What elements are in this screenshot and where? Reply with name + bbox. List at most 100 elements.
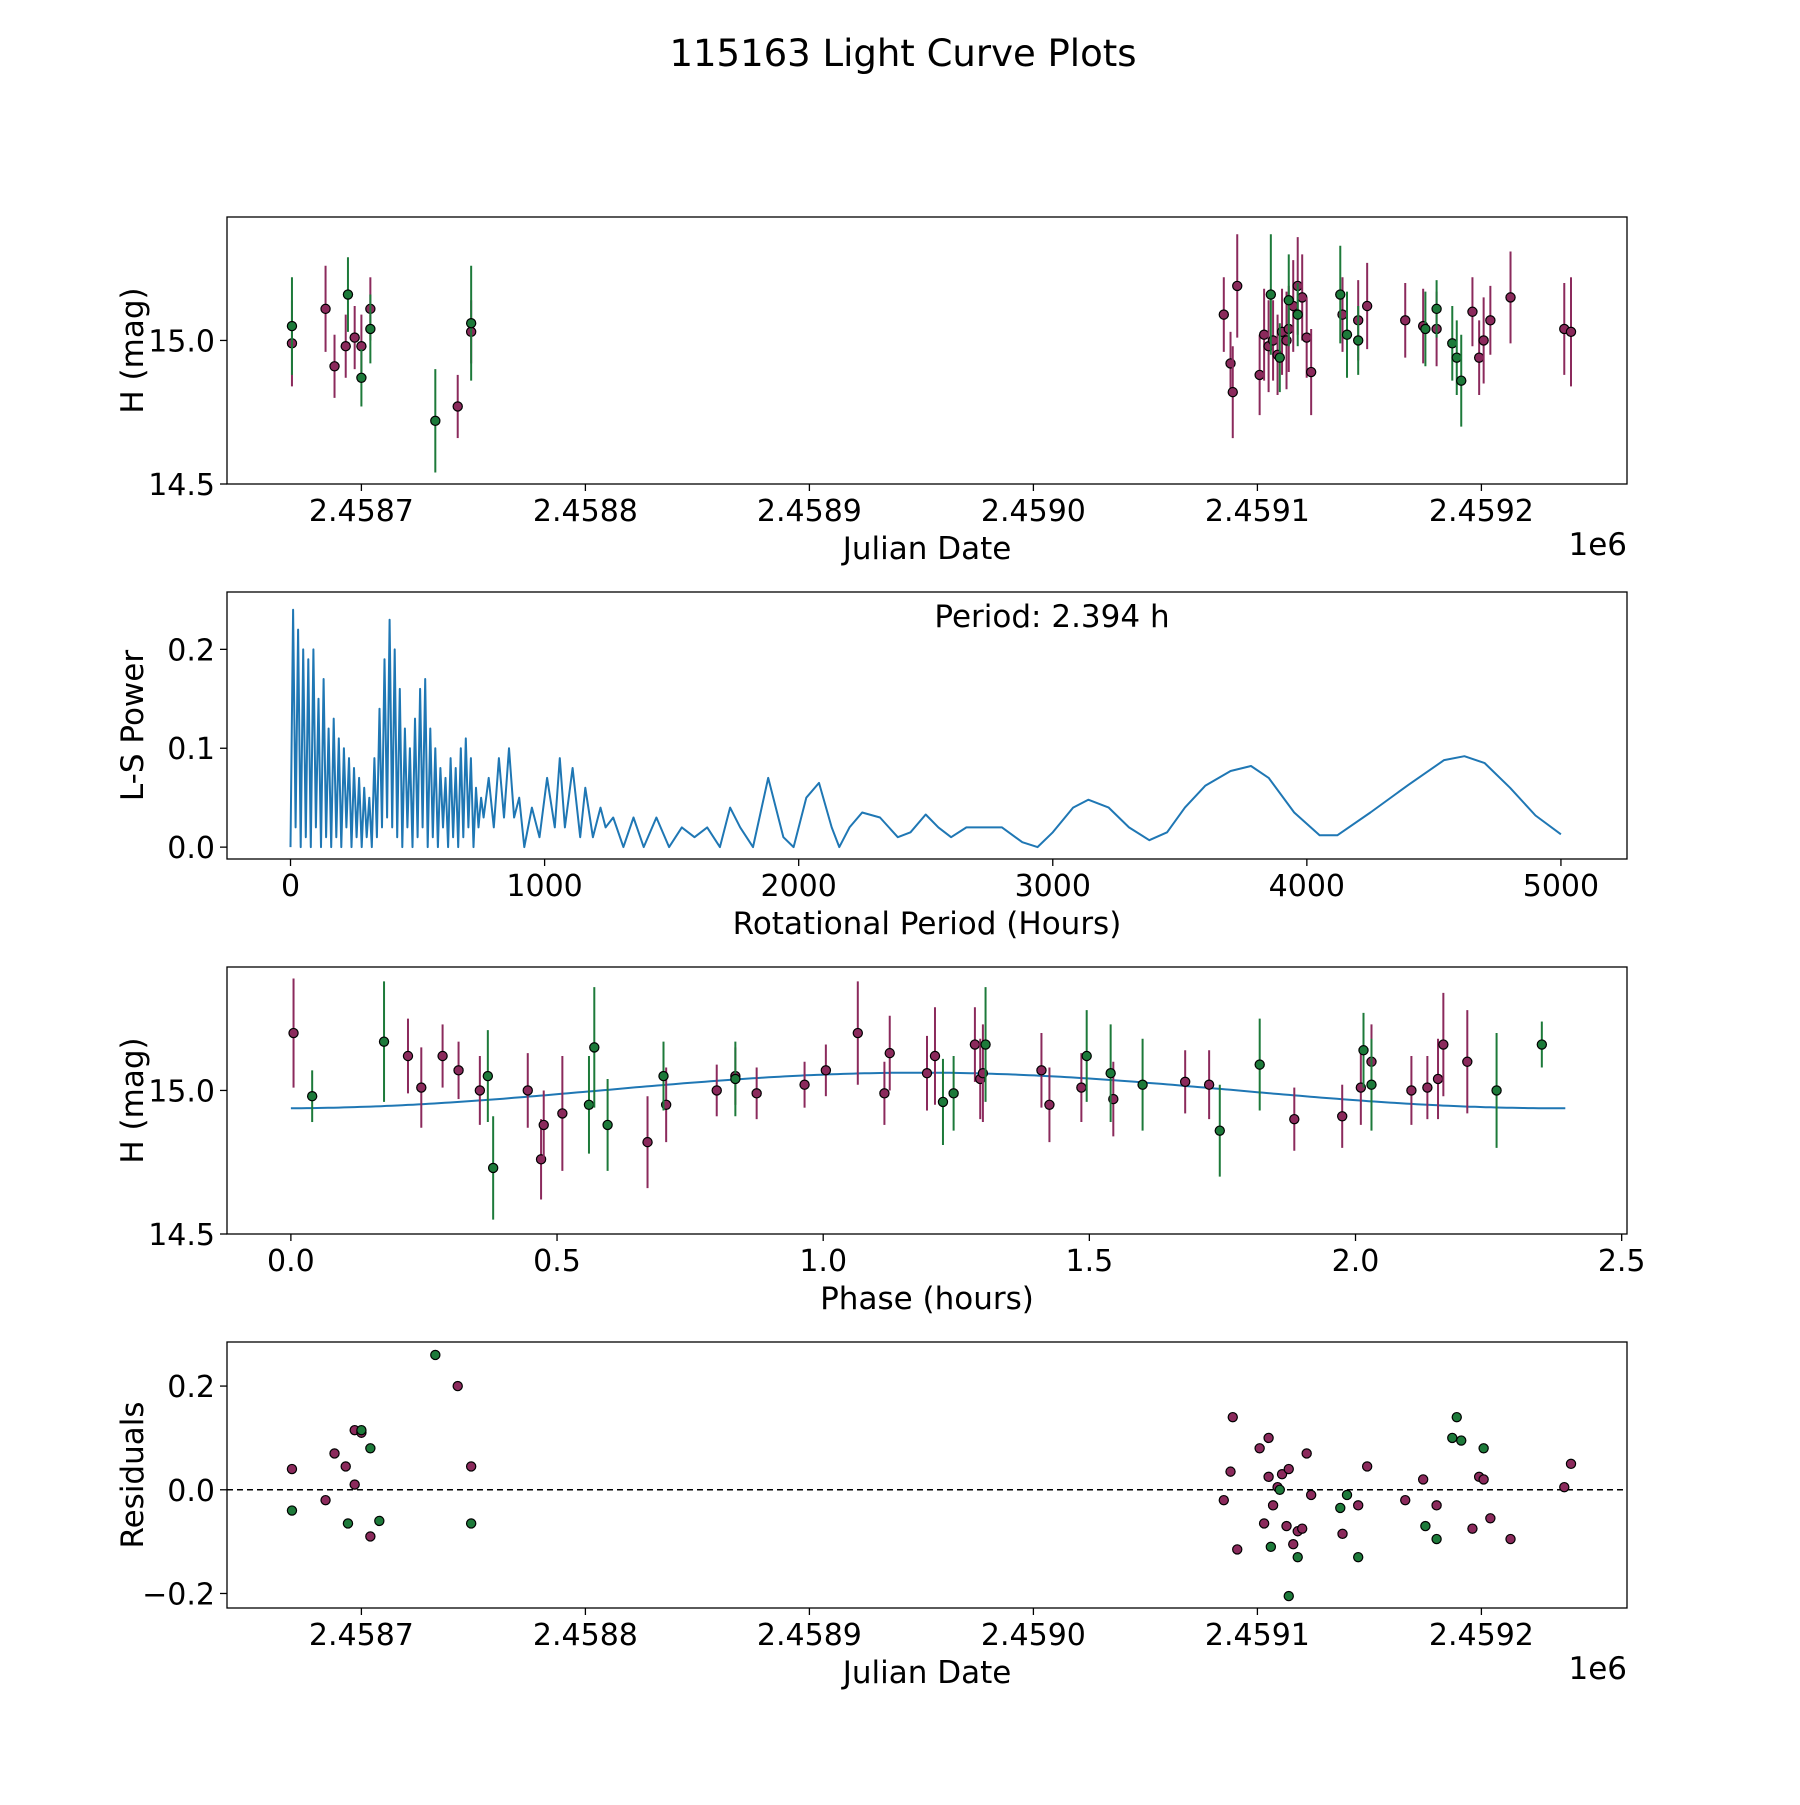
x-tick-label: 2.4591 — [1205, 1618, 1310, 1653]
data-point — [452, 401, 463, 412]
data-point — [879, 1088, 890, 1099]
data-point — [1431, 1500, 1442, 1511]
data-point — [1400, 315, 1411, 326]
chart-phased: 0.0 0.5 1.0 1.5 2.0 2.5 14.5 15.0 Phase (hours) H… — [115, 966, 1646, 1317]
data-point — [1305, 366, 1317, 378]
data-point — [1400, 1494, 1411, 1506]
y-tick-label: 0.0 — [167, 1474, 215, 1509]
data-point — [452, 1380, 463, 1392]
data-point — [1447, 338, 1458, 349]
data-point — [1341, 329, 1353, 340]
data-point — [1565, 326, 1577, 338]
x-tick-label: 0.0 — [267, 1244, 315, 1279]
data-point — [1227, 1411, 1238, 1423]
x-tick-label: 1.0 — [799, 1244, 847, 1279]
data-point — [522, 1085, 533, 1096]
data-point — [1366, 1079, 1377, 1090]
x-tick-label: 4000 — [1269, 869, 1345, 904]
data-point — [1361, 1461, 1373, 1472]
data-point — [799, 1079, 810, 1090]
data-point — [929, 1050, 941, 1062]
data-point — [349, 1479, 360, 1490]
data-point — [820, 1065, 832, 1076]
x-tick-label: 2.5 — [1598, 1244, 1646, 1279]
x-tick-label: 2.0 — [1332, 1244, 1380, 1279]
data-point — [482, 1070, 494, 1082]
x-tick-label: 0 — [281, 869, 300, 904]
y-tick-label: −0.2 — [142, 1577, 215, 1612]
plot-area — [288, 978, 1566, 1220]
data-point — [1225, 1466, 1236, 1477]
y-axis-label: H (mag) — [115, 1037, 151, 1163]
data-point — [1361, 300, 1373, 312]
data-point — [1292, 1551, 1303, 1563]
data-point — [1417, 1474, 1429, 1485]
data-point — [1296, 1523, 1308, 1534]
data-point — [1267, 1500, 1279, 1511]
data-point — [1352, 1500, 1364, 1511]
data-point — [1505, 1533, 1516, 1545]
data-point — [1289, 1113, 1300, 1125]
axes-frame — [226, 591, 1628, 860]
data-point — [1438, 1039, 1449, 1050]
y-axis-label: L-S Power — [115, 650, 151, 801]
data-point — [1431, 1533, 1442, 1545]
data-point — [453, 1065, 464, 1076]
data-point — [1341, 1489, 1353, 1501]
data-point — [1227, 386, 1238, 398]
data-point — [437, 1050, 448, 1062]
x-tick-label: 0.5 — [533, 1244, 581, 1279]
data-point — [320, 1494, 331, 1506]
data-point — [474, 1085, 486, 1096]
x-tick-label: 2.4591 — [1205, 494, 1310, 529]
data-point — [1491, 1085, 1502, 1096]
data-point — [583, 1099, 595, 1111]
data-point — [1301, 1448, 1312, 1459]
data-point — [1232, 280, 1243, 292]
data-point — [1254, 1059, 1265, 1070]
axes-frame — [226, 966, 1628, 1235]
x-axis-label: Julian Date — [841, 531, 1012, 567]
chart-lightcurve: 2.4587 2.4588 2.4589 2.4590 2.4591 2.4592 14.5… — [115, 216, 1628, 567]
data-point — [1254, 1443, 1265, 1454]
data-point — [1203, 1079, 1215, 1090]
data-point — [1044, 1099, 1055, 1111]
data-point — [1081, 1050, 1092, 1062]
axes-frame — [226, 1341, 1628, 1609]
y-tick-label: 15.0 — [148, 1074, 215, 1109]
data-point — [1292, 309, 1303, 320]
x-tick-label: 2.4588 — [533, 1618, 638, 1653]
data-point — [340, 340, 351, 352]
data-point — [329, 1448, 340, 1459]
data-point — [487, 1162, 499, 1174]
data-point — [1105, 1068, 1116, 1079]
series-green — [306, 981, 1548, 1220]
data-point — [1335, 1502, 1346, 1514]
data-point — [1536, 1039, 1548, 1050]
data-point — [320, 303, 331, 315]
data-point — [1258, 329, 1270, 340]
data-point — [1485, 315, 1496, 326]
data-point — [1467, 1523, 1478, 1534]
data-point — [1276, 1469, 1288, 1480]
data-point — [1473, 352, 1485, 363]
data-point — [1274, 352, 1286, 363]
data-point — [751, 1088, 762, 1099]
x-axis-label: Rotational Period (Hours) — [733, 906, 1122, 942]
data-point — [1431, 303, 1442, 315]
x-tick-label: 3000 — [1015, 869, 1091, 904]
chart-periodogram: 0 1000 2000 3000 4000 5000 0.0 0.1 0.2 Rotational… — [115, 591, 1628, 942]
data-point — [1505, 292, 1516, 303]
data-point — [286, 1463, 298, 1475]
data-point — [1274, 1484, 1286, 1495]
data-point — [1456, 1435, 1467, 1446]
data-point — [1218, 309, 1230, 320]
data-point — [1352, 335, 1364, 346]
period-annotation: Period: 2.394 h — [934, 599, 1169, 635]
panels: 2.4587 2.4588 2.4589 2.4590 2.4591 2.4592 14.5… — [115, 216, 1646, 1691]
data-point — [1296, 292, 1308, 303]
data-point — [538, 1119, 549, 1131]
data-point — [356, 1424, 367, 1436]
series-magenta — [288, 978, 1473, 1200]
